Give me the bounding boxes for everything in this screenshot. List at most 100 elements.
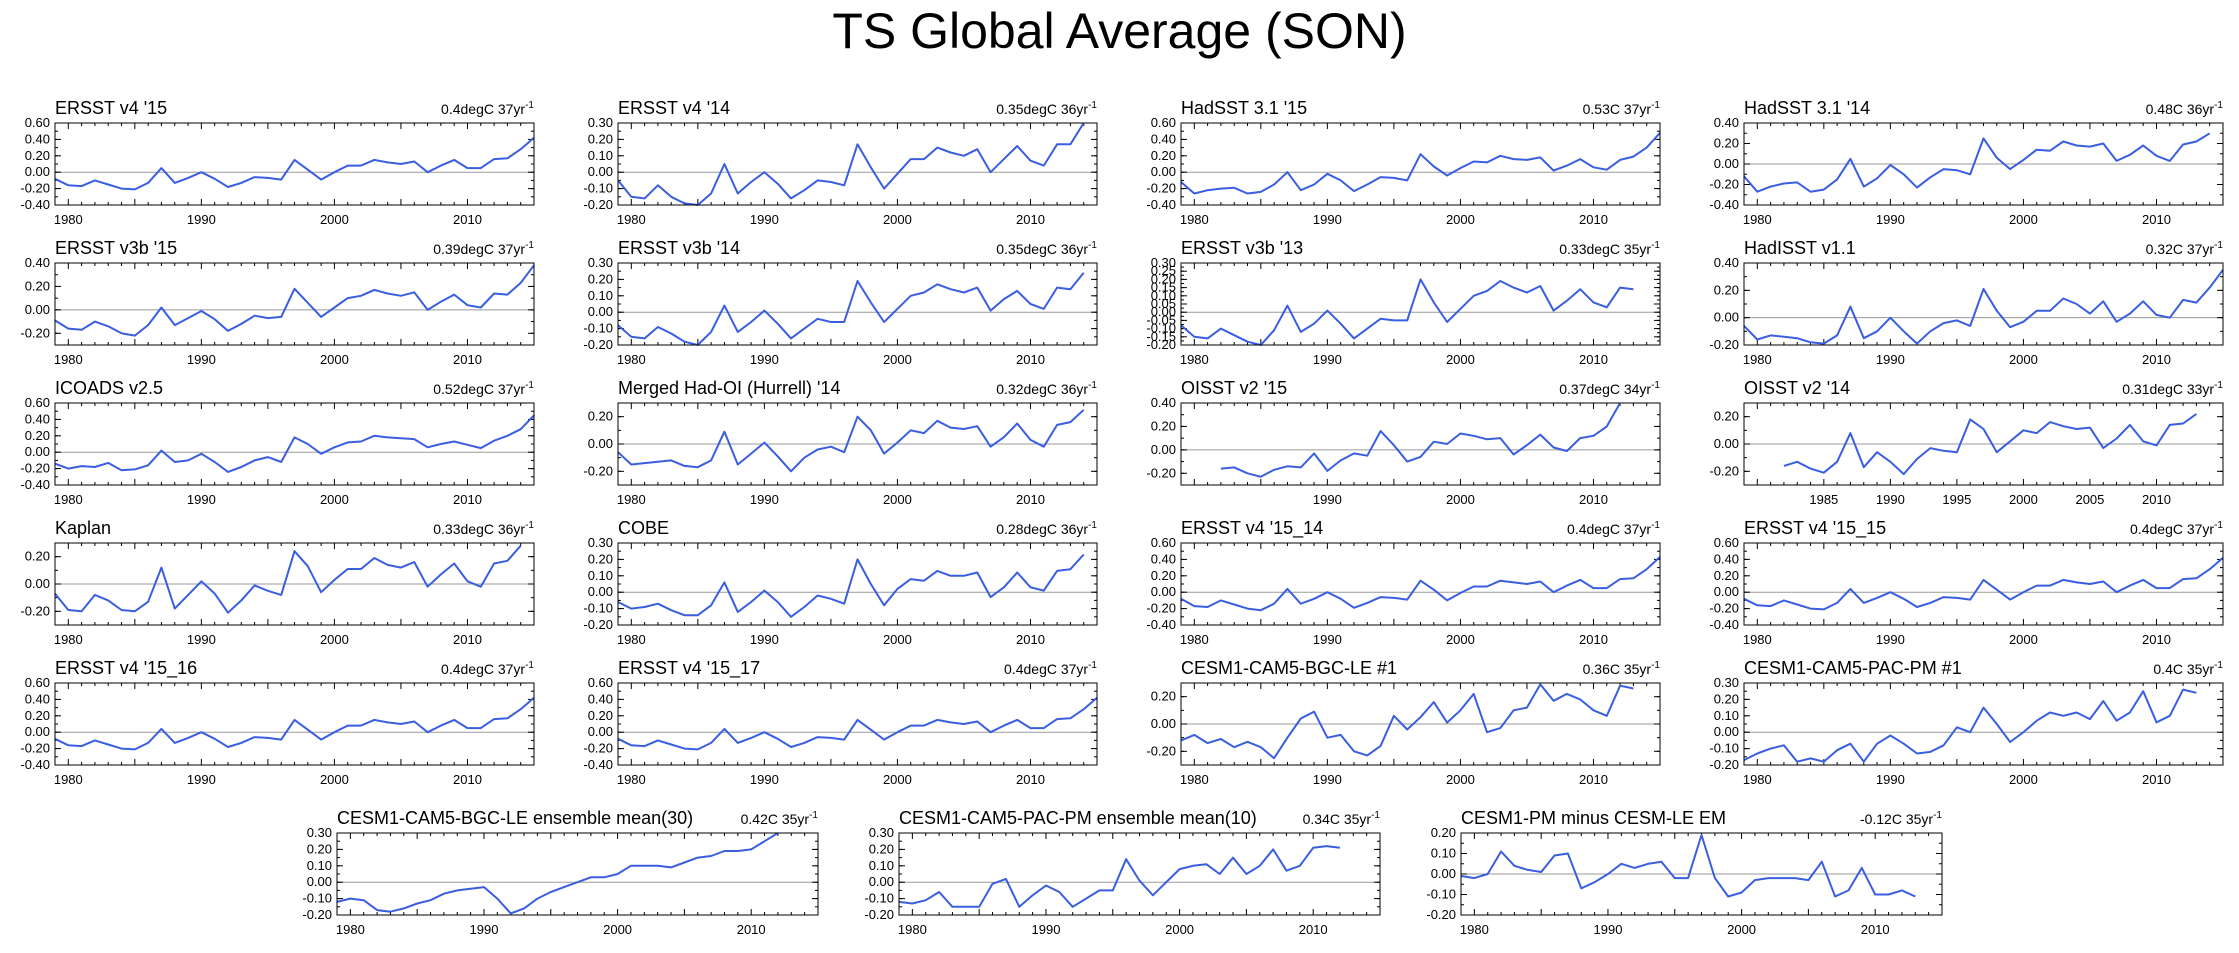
y-tick-label: -0.40 (20, 197, 50, 212)
panel-frame (336, 832, 819, 916)
y-tick-label: 0.10 (1431, 846, 1456, 861)
y-tick-label: 0.20 (25, 708, 50, 723)
panel-frame (1460, 832, 1943, 916)
y-tick-label: 0.20 (1151, 568, 1176, 583)
x-tick-label: 1990 (750, 492, 779, 507)
x-tick-label: 2010 (1579, 632, 1608, 647)
y-tick-label: -0.20 (1709, 177, 1739, 192)
panel-title: ERSST v4 '14 (618, 98, 730, 118)
y-tick-label: 0.20 (307, 841, 332, 856)
y-tick-label: 0.20 (1714, 568, 1739, 583)
panel-trend: 0.4C 35yr-1 (2153, 660, 2223, 677)
panel-1: ERSST v4 '15 0.4degC 37yr-1 -0.40-0.20 0.00… (20, 98, 535, 227)
panel-trend-exponent: -1 (1933, 810, 1942, 821)
panel-frame (1743, 542, 2224, 626)
x-tick-label: 2000 (320, 212, 349, 227)
series-line (1180, 556, 1661, 612)
x-tick-label: 1995 (1942, 492, 1971, 507)
x-tick-label: 2010 (2142, 772, 2171, 787)
x-tick-label: 2010 (453, 352, 482, 367)
panel-frame (617, 402, 1098, 486)
panel-trend: 0.35degC 36yr-1 (996, 240, 1097, 257)
y-tick-label: 0.40 (588, 691, 613, 706)
x-tick-label: 1990 (750, 772, 779, 787)
series-line (1180, 132, 1661, 195)
series-line (54, 697, 535, 751)
x-tick-label: 2005 (2075, 492, 2104, 507)
y-tick-label: 0.60 (1151, 115, 1176, 130)
panel-12: OISST v2 '14 0.31degC 33yr-1 -0.20 0.00 0.20… (1709, 378, 2224, 507)
x-tick-label: 2000 (2009, 212, 2038, 227)
panel-trend-value: 0.37degC 34yr (1559, 381, 1651, 397)
x-tick-label: 2000 (320, 492, 349, 507)
panel-frame (1180, 402, 1661, 486)
panel-frame (1743, 682, 2224, 766)
panel-9: ICOADS v2.5 0.52degC 37yr-1 -0.40-0.20 0.00… (20, 378, 535, 507)
y-tick-label: -0.20 (20, 461, 50, 476)
y-tick-label: 0.60 (1714, 535, 1739, 550)
y-tick-label: 0.20 (1431, 825, 1456, 840)
panel-title: ERSST v4 '15_16 (55, 658, 197, 679)
x-tick-label: 2000 (883, 352, 912, 367)
y-tick-label: 0.15 (1151, 280, 1176, 295)
series-line (617, 697, 1098, 751)
x-tick-label: 1990 (470, 922, 499, 937)
y-tick-label: 0.20 (588, 551, 613, 566)
y-tick-label: -0.20 (1146, 465, 1176, 480)
y-tick-label: 0.20 (1714, 409, 1739, 424)
panel-trend-value: 0.4degC 37yr (1567, 521, 1651, 537)
panel-7: ERSST v3b '13 0.33degC 35yr-1-0.20-0.15-0… (1146, 238, 1661, 367)
y-tick-label: 0.20 (1714, 282, 1739, 297)
y-tick-label: -0.10 (583, 601, 613, 616)
y-tick-label: -0.40 (20, 757, 50, 772)
panel-trend-exponent: -1 (1651, 240, 1660, 251)
y-tick-label: 0.20 (25, 549, 50, 564)
panel-trend: 0.36C 35yr-1 (1583, 660, 1661, 677)
x-tick-label: 1980 (1180, 212, 1209, 227)
panel-trend-exponent: -1 (809, 810, 818, 821)
x-tick-label: 2000 (1446, 212, 1475, 227)
x-tick-label: 1980 (54, 212, 83, 227)
x-tick-label: 1980 (54, 352, 83, 367)
x-tick-label: 1990 (187, 772, 216, 787)
panel-2: ERSST v4 '14 0.35degC 36yr-1 -0.20-0.10 0.0… (583, 98, 1098, 227)
panel-trend: 0.28degC 36yr-1 (996, 520, 1097, 537)
y-tick-label: 0.40 (25, 131, 50, 146)
x-tick-label: 2010 (1016, 352, 1045, 367)
panel-frame (898, 832, 1381, 916)
panel-20: CESM1-CAM5-PAC-PM #1 0.4C 35yr-1 -0.20-0.1… (1709, 658, 2224, 787)
page-title: TS Global Average (SON) (832, 3, 1407, 59)
panel-title: ERSST v3b '15 (55, 238, 177, 258)
panel-trend-value: 0.35degC 36yr (996, 241, 1088, 257)
y-tick-label: 0.10 (588, 148, 613, 163)
panel-trend: 0.32degC 36yr-1 (996, 380, 1097, 397)
y-tick-label: 0.00 (588, 724, 613, 739)
panel-trend-value: 0.35degC 36yr (996, 101, 1088, 117)
panel-frame (1180, 542, 1661, 626)
x-tick-label: 1980 (1743, 352, 1772, 367)
x-tick-label: 1990 (187, 212, 216, 227)
x-tick-label: 2010 (453, 492, 482, 507)
panel-frame (1180, 122, 1661, 206)
y-tick-label: -0.20 (302, 907, 332, 922)
x-tick-label: 2000 (320, 352, 349, 367)
y-tick-label: -0.20 (1146, 601, 1176, 616)
panel-trend-value: 0.32degC 36yr (996, 381, 1088, 397)
panel-trend-exponent: -1 (1088, 520, 1097, 531)
panel-trend-exponent: -1 (1088, 380, 1097, 391)
x-tick-label: 2010 (1861, 922, 1890, 937)
panel-frame (54, 122, 535, 206)
series-line (898, 845, 1341, 908)
series-line (1743, 269, 2224, 345)
x-tick-label: 1990 (1313, 772, 1342, 787)
y-tick-label: 0.00 (1151, 304, 1176, 319)
series-line (1743, 557, 2224, 611)
panel-trend: 0.31degC 33yr-1 (2122, 380, 2223, 397)
panel-title: ERSST v4 '15_17 (618, 658, 760, 679)
x-tick-label: 2000 (1165, 922, 1194, 937)
series-line (1460, 834, 1916, 898)
panel-frame (617, 542, 1098, 626)
y-tick-label: 0.30 (1714, 675, 1739, 690)
y-tick-label: -0.10 (583, 181, 613, 196)
